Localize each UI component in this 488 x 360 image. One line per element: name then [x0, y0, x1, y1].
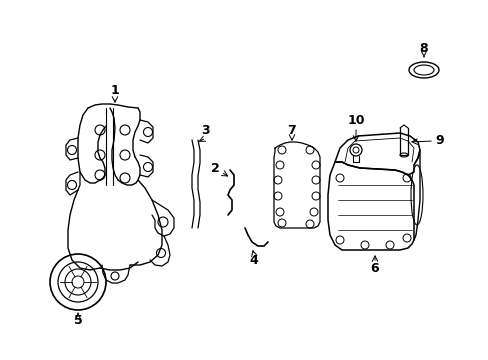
Text: 2: 2: [210, 162, 219, 175]
Text: 10: 10: [346, 113, 364, 126]
Text: 8: 8: [419, 41, 427, 54]
Text: 5: 5: [74, 314, 82, 327]
Text: 9: 9: [435, 134, 444, 147]
Text: 6: 6: [370, 261, 379, 274]
Text: 4: 4: [249, 253, 258, 266]
Text: 1: 1: [110, 84, 119, 96]
Text: 7: 7: [287, 123, 296, 136]
Text: 3: 3: [201, 123, 210, 136]
